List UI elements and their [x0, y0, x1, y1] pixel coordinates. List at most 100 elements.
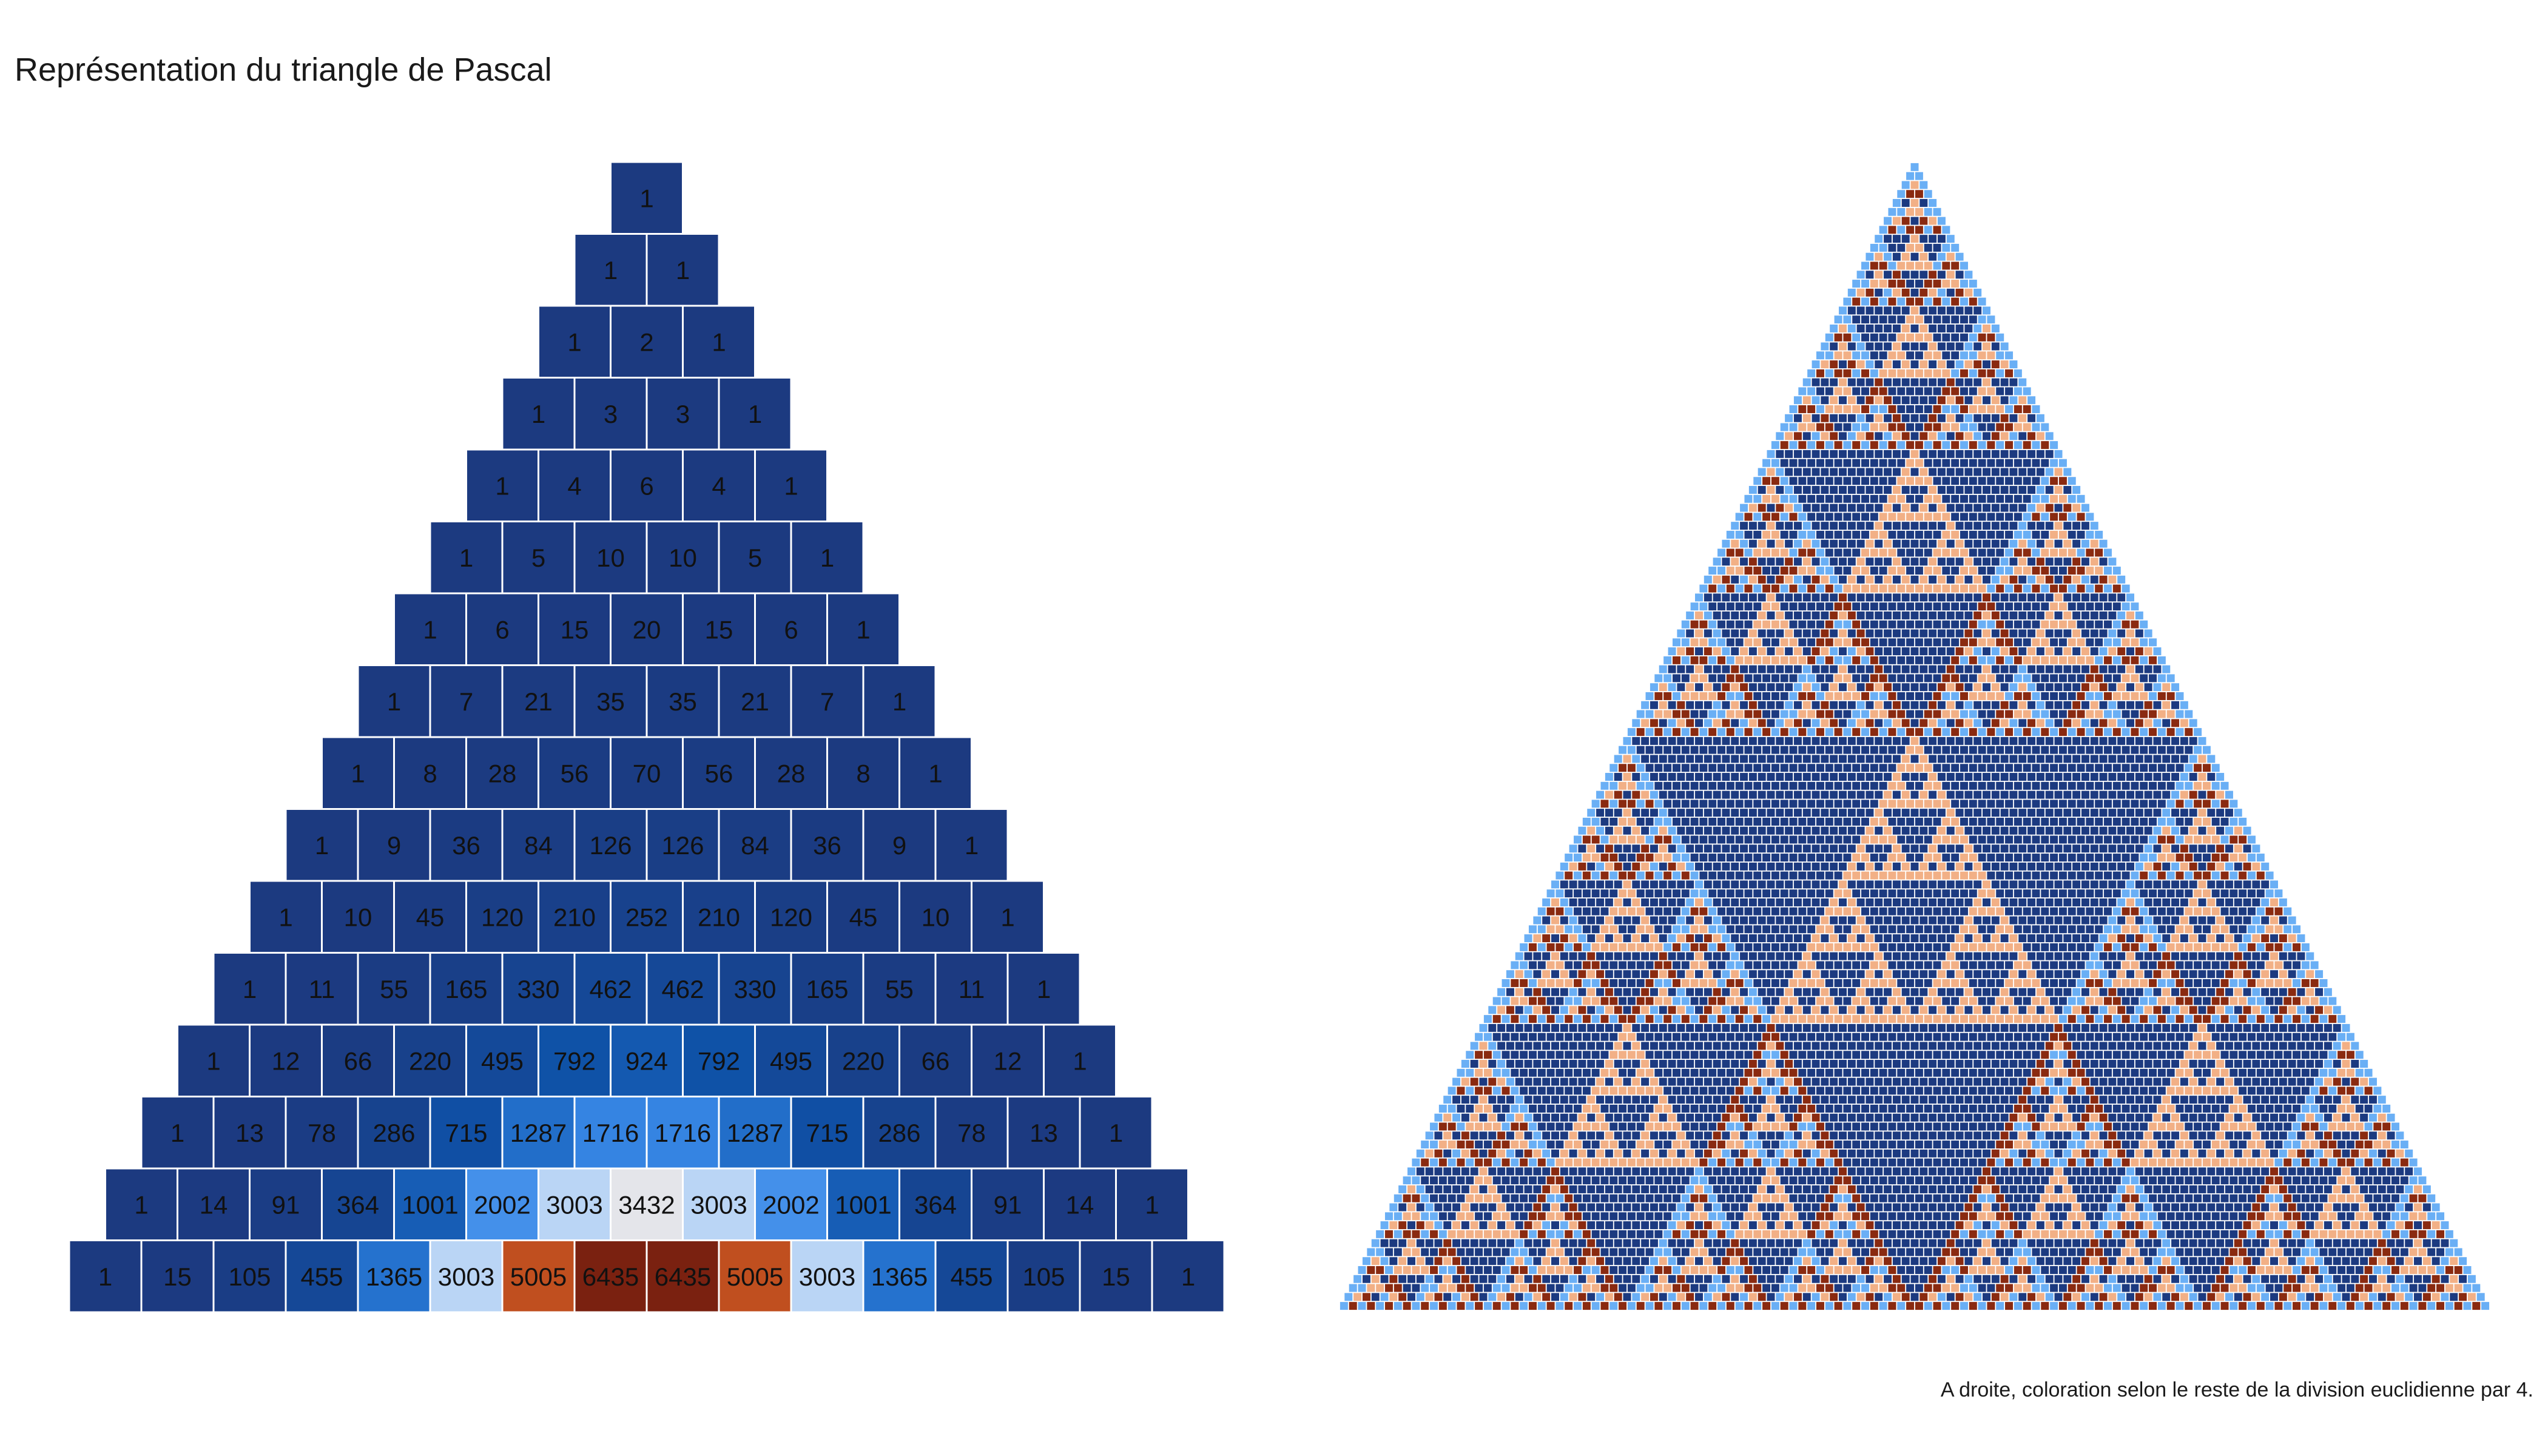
- mod-cell-33-29: [2023, 459, 2031, 467]
- mod-cell-32-22: [1964, 450, 1973, 458]
- mod-cell-32-2: [1785, 450, 1793, 458]
- mod-cell-95-1: [1492, 1015, 1501, 1023]
- mod-cell-49-22: [1888, 602, 1896, 611]
- mod-cell-45-5: [1753, 567, 1762, 575]
- mod-cell-40-5: [1776, 522, 1784, 530]
- mod-cell-62-14: [1758, 719, 1766, 727]
- mod-cell-89-67: [2112, 961, 2121, 969]
- mod-cell-62-55: [2126, 719, 2134, 727]
- mod-cell-80-10: [1641, 880, 1650, 889]
- mod-cell-89-7: [1574, 961, 1582, 969]
- mod-cell-85-7: [1591, 925, 1600, 934]
- cell-label-11-9: 55: [885, 975, 914, 1003]
- mod-cell-32-6: [1821, 450, 1829, 458]
- mod-cell-71-2: [1609, 800, 1618, 808]
- mod-cell-96-45: [1884, 1023, 1892, 1032]
- mod-cell-37-10: [1834, 494, 1842, 503]
- mod-cell-15-9: [1924, 297, 1932, 306]
- mod-cell-87-57: [2032, 943, 2040, 951]
- mod-cell-43-6: [1771, 548, 1779, 557]
- mod-cell-86-23: [1731, 934, 1739, 943]
- mod-cell-95-54: [1969, 1015, 1977, 1023]
- mod-cell-81-62: [2103, 889, 2112, 898]
- mod-cell-45-10: [1798, 567, 1807, 575]
- mod-cell-52-9: [1758, 629, 1766, 638]
- mod-cell-90-12: [1614, 970, 1622, 979]
- mod-cell-38-22: [1937, 504, 1946, 512]
- mod-cell-62-36: [1955, 719, 1964, 727]
- mod-cell-79-74: [2220, 871, 2229, 880]
- mod-cell-73-25: [1807, 817, 1816, 826]
- mod-cell-91-18: [1663, 979, 1672, 987]
- mod-cell-19-2: [1843, 333, 1852, 342]
- mod-cell-27-27: [2032, 405, 2040, 413]
- mod-cell-33-2: [1780, 459, 1788, 467]
- mod-cell-69-48: [2032, 781, 2040, 790]
- mod-cell-63-7: [1690, 728, 1699, 736]
- mod-cell-53-19: [1843, 638, 1852, 647]
- mod-cell-33-31: [2041, 459, 2049, 467]
- mod-cell-31-19: [1942, 441, 1950, 450]
- mod-cell-44-16: [1856, 558, 1865, 566]
- mod-cell-89-29: [1771, 961, 1779, 969]
- mod-cell-46-23: [1910, 575, 1919, 584]
- mod-cell-91-41: [1870, 979, 1878, 987]
- mod-cell-90-5: [1551, 970, 1559, 979]
- mod-cell-93-33: [1789, 997, 1798, 1005]
- mod-cell-14-0: [1847, 288, 1856, 297]
- mod-cell-50-35: [2000, 611, 2009, 619]
- mod-cell-60-2: [1659, 701, 1667, 709]
- mod-cell-72-70: [2216, 809, 2225, 817]
- mod-cell-85-18: [1690, 925, 1699, 934]
- mod-cell-24-8: [1875, 378, 1883, 386]
- mod-cell-60-39: [1991, 701, 2000, 709]
- mod-cell-71-40: [1951, 800, 1960, 808]
- mod-cell-84-66: [2126, 916, 2134, 925]
- mod-cell-67-24: [1825, 764, 1833, 772]
- mod-cell-63-20: [1807, 728, 1816, 736]
- mod-cell-57-17: [1807, 674, 1816, 682]
- mod-cell-28-9: [1866, 414, 1874, 422]
- mod-cell-74-33: [1875, 826, 1883, 835]
- mod-cell-90-47: [1929, 970, 1937, 979]
- mod-cell-90-37: [1838, 970, 1847, 979]
- mod-cell-70-5: [1641, 790, 1650, 799]
- mod-cell-38-21: [1929, 504, 1937, 512]
- mod-cell-70-40: [1955, 790, 1964, 799]
- mod-cell-61-43: [2023, 710, 2031, 718]
- mod-cell-11-1: [1870, 261, 1878, 270]
- mod-cell-71-0: [1591, 800, 1600, 808]
- mod-cell-51-47: [2103, 620, 2112, 629]
- mod-cell-85-55: [2023, 925, 2031, 934]
- mod-cell-58-11: [1748, 683, 1757, 692]
- mod-cell-70-27: [1838, 790, 1847, 799]
- mod-cell-24-12: [1910, 378, 1919, 386]
- mod-cell-49-23: [1897, 602, 1906, 611]
- mod-cell-56-11: [1758, 665, 1766, 673]
- mod-cell-68-56: [2108, 773, 2117, 781]
- mod-cell-75-61: [2122, 835, 2130, 844]
- mod-cell-13-7: [1915, 280, 1923, 288]
- mod-cell-40-4: [1767, 522, 1775, 530]
- mod-cell-36-13: [1866, 486, 1874, 494]
- mod-cell-94-2: [1506, 1006, 1514, 1014]
- mod-cell-52-51: [2135, 629, 2143, 638]
- mod-cell-79-5: [1600, 871, 1609, 880]
- mod-cell-58-55: [2144, 683, 2152, 692]
- mod-cell-69-54: [2086, 781, 2094, 790]
- mod-cell-92-45: [1901, 988, 1910, 996]
- mod-cell-75-73: [2230, 835, 2238, 844]
- mod-cell-55-46: [2077, 656, 2085, 664]
- mod-cell-59-6: [1699, 692, 1708, 700]
- mod-cell-17-4: [1870, 315, 1878, 324]
- mod-cell-47-44: [2095, 584, 2103, 593]
- mod-cell-79-27: [1798, 871, 1807, 880]
- mod-cell-72-62: [2144, 809, 2152, 817]
- mod-cell-83-19: [1708, 907, 1717, 915]
- mod-cell-71-31: [1870, 800, 1878, 808]
- mod-cell-51-24: [1897, 620, 1906, 629]
- mod-cell-88-26: [1748, 952, 1757, 960]
- mod-cell-49-16: [1834, 602, 1842, 611]
- mod-cell-29-4: [1816, 423, 1824, 431]
- mod-cell-55-48: [2095, 656, 2103, 664]
